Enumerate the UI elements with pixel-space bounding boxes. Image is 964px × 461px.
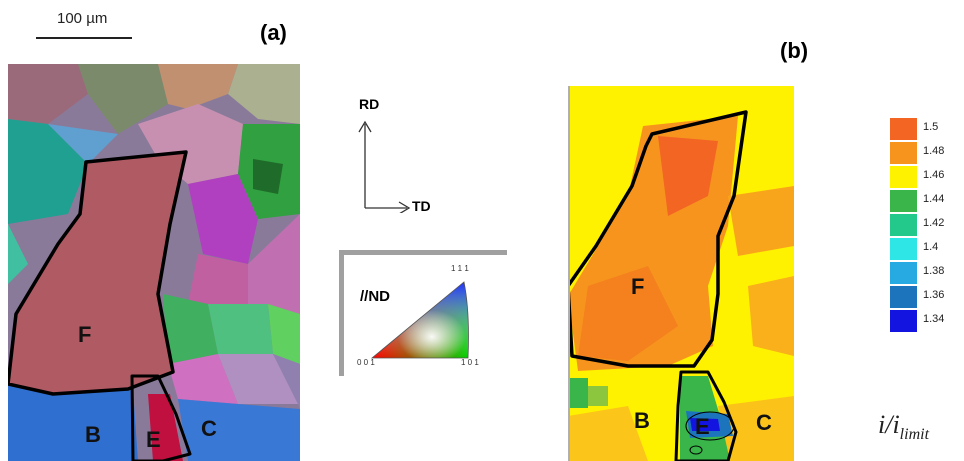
colorbar-level: 1.46 xyxy=(890,166,964,188)
map-patch xyxy=(718,396,794,461)
grain-c-label-b: C xyxy=(756,410,772,435)
colorbar-level-label: 1.36 xyxy=(923,289,945,301)
colorbar-level: 1.48 xyxy=(890,142,964,164)
grain-f-label-b: F xyxy=(631,274,645,299)
grain-b-label-a: B xyxy=(85,422,101,447)
grain-f-label-a: F xyxy=(78,322,92,347)
grain-e-region xyxy=(148,394,183,461)
map-patch xyxy=(568,378,588,408)
rd-axis-label: RD xyxy=(359,96,380,112)
ipf-triangle xyxy=(370,281,469,359)
colorbar-level: 1.44 xyxy=(890,190,964,212)
colorbar-quantity-subscript: limit xyxy=(899,426,930,444)
ebsd-orientation-map xyxy=(8,64,300,461)
current-density-map xyxy=(568,86,794,461)
map-grain-e-outline xyxy=(674,370,738,461)
scale-bar-label: 100 µm xyxy=(57,10,108,27)
grain-b-label-b: B xyxy=(634,408,650,433)
map-patch xyxy=(578,266,678,361)
colorbar-level: 1.5 xyxy=(890,118,964,140)
map-patch xyxy=(658,136,718,216)
ipf-corner-001: 0 0 1 xyxy=(357,358,375,367)
grain-e-label-a: E xyxy=(146,427,161,452)
colorbar-swatch xyxy=(890,190,917,212)
grain-e-outline xyxy=(130,374,192,461)
rd-td-axes-arrows xyxy=(358,120,411,213)
colorbar-level: 1.4 xyxy=(890,238,964,260)
colorbar-quantity-prefix: i/i xyxy=(878,410,900,439)
colorbar-level-label: 1.42 xyxy=(923,217,945,229)
ipf-corner-101: 1 0 1 xyxy=(461,358,479,367)
td-axis-label: TD xyxy=(412,198,431,214)
colorbar-swatch xyxy=(890,214,917,236)
grain-patch xyxy=(248,214,300,314)
panel-a-label: (a) xyxy=(260,20,287,45)
grain-patch xyxy=(48,124,118,164)
colorbar-level-label: 1.34 xyxy=(923,313,945,325)
ipf-corner-111: 1 1 1 xyxy=(451,264,469,273)
colorbar-swatch xyxy=(890,118,917,140)
grain-f-region xyxy=(8,152,186,394)
scale-bar-line xyxy=(36,37,132,39)
grain-e-label-b: E xyxy=(695,414,710,439)
grain-patch xyxy=(163,294,218,364)
colorbar-level: 1.34 xyxy=(890,310,964,332)
grain-b-region xyxy=(8,384,138,461)
colorbar-swatch xyxy=(890,262,917,284)
map-left-border xyxy=(568,86,570,461)
map-patch xyxy=(748,276,794,356)
colorbar-level-label: 1.48 xyxy=(923,145,945,157)
panel-b-label: (b) xyxy=(780,38,809,63)
colorbar-quantity-label: i/ilimit xyxy=(878,410,929,444)
grain-patch xyxy=(8,119,88,224)
colorbar-level: 1.36 xyxy=(890,286,964,308)
map-contour-line xyxy=(689,445,703,455)
colorbar-swatch xyxy=(890,142,917,164)
colorbar-level-label: 1.46 xyxy=(923,169,945,181)
ipf-direction-label: //ND xyxy=(360,288,390,305)
grain-patch xyxy=(268,304,300,364)
grain-patch xyxy=(78,64,168,134)
grain-patch xyxy=(273,354,300,409)
grain-patch xyxy=(208,304,273,354)
grain-patch xyxy=(188,174,258,264)
colorbar-swatch xyxy=(890,286,917,308)
grain-patch xyxy=(218,354,298,404)
grain-patch xyxy=(188,254,248,304)
map-patch xyxy=(728,186,794,256)
grain-patch xyxy=(158,64,238,109)
grain-patch xyxy=(253,159,283,194)
colorbar-level-label: 1.38 xyxy=(923,265,945,277)
grain-patch xyxy=(228,64,300,124)
ipf-key-frame-left xyxy=(339,250,344,376)
grain-patch xyxy=(8,224,28,284)
map-patch xyxy=(568,406,648,461)
map-contour-line xyxy=(685,411,735,441)
colorbar-level-label: 1.5 xyxy=(923,121,939,133)
grain-c-region xyxy=(178,399,300,461)
colorbar-swatch xyxy=(890,166,917,188)
colorbar-level: 1.42 xyxy=(890,214,964,236)
colorbar-swatch xyxy=(890,310,917,332)
grain-c-label-a: C xyxy=(201,416,217,441)
colorbar-level: 1.38 xyxy=(890,262,964,284)
ipf-key-frame-top xyxy=(339,250,507,255)
map-grain-f-outline xyxy=(568,110,748,368)
colorbar-level-label: 1.4 xyxy=(923,241,939,253)
grain-patch xyxy=(168,354,238,404)
grain-f-outline xyxy=(8,150,188,396)
map-patch xyxy=(690,418,720,431)
colorbar-level-label: 1.44 xyxy=(923,193,945,205)
map-patch xyxy=(588,386,608,406)
colorbar-swatch xyxy=(890,238,917,260)
grain-patch xyxy=(8,64,88,124)
